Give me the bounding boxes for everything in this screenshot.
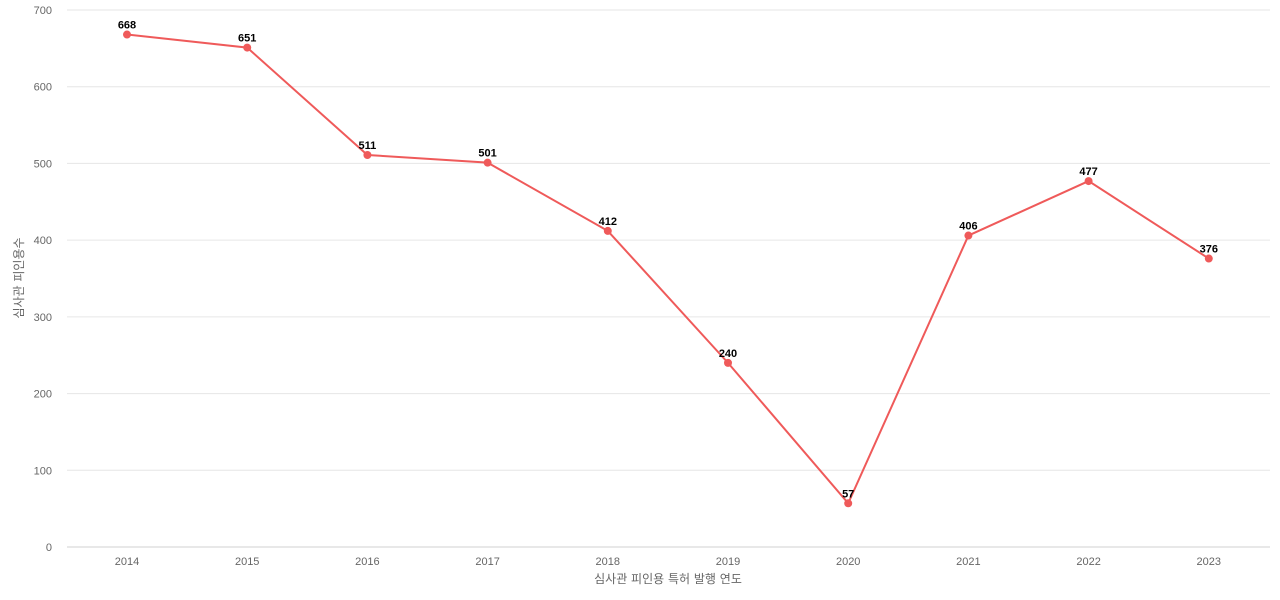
y-tick-label: 200	[34, 389, 52, 401]
y-tick-label: 600	[34, 82, 52, 94]
x-axis-ticks: 2014 2015 2016 2017 2018 2019 2020 2021 2022 2023	[115, 556, 1221, 568]
y-tick-label: 400	[34, 235, 52, 247]
x-tick-label: 2021	[956, 556, 980, 568]
data-point	[964, 231, 973, 240]
data-point	[1204, 254, 1213, 263]
x-tick-label: 2014	[115, 556, 139, 568]
data-point	[1084, 177, 1093, 186]
x-tick-label: 2023	[1197, 556, 1221, 568]
data-point	[844, 499, 853, 508]
data-point	[243, 43, 252, 52]
data-point	[483, 158, 492, 167]
data-label: 57	[842, 488, 854, 500]
y-axis-title: 심사관 피인용수	[12, 237, 26, 318]
x-tick-label: 2015	[235, 556, 259, 568]
y-tick-label: 100	[34, 465, 52, 477]
data-label: 501	[478, 148, 496, 160]
data-label: 376	[1200, 244, 1218, 256]
x-tick-label: 2019	[716, 556, 740, 568]
y-tick-label: 700	[34, 5, 52, 17]
data-point	[123, 30, 131, 39]
series-line	[126, 33, 1210, 506]
y-axis-ticks: 0 100 200 300 400 500 600 700	[34, 5, 52, 554]
data-label: 412	[599, 216, 617, 228]
x-tick-label: 2018	[596, 556, 620, 568]
series-group	[123, 30, 1213, 508]
x-tick-label: 2022	[1076, 556, 1100, 568]
gridlines	[67, 9, 1270, 548]
x-tick-label: 2016	[355, 556, 379, 568]
data-label: 668	[118, 20, 136, 32]
data-point	[724, 358, 732, 367]
x-axis-title: 심사관 피인용 특허 발행 연도	[594, 571, 742, 586]
data-label: 240	[719, 348, 737, 360]
data-label: 406	[959, 221, 977, 233]
data-label: 511	[359, 140, 377, 152]
x-tick-label: 2020	[836, 556, 860, 568]
data-point	[363, 150, 372, 159]
data-label: 651	[238, 33, 256, 45]
data-labels: 668 651 511 501 412 240 57 406 477 376	[118, 20, 1218, 501]
data-point	[603, 226, 612, 235]
x-tick-label: 2017	[475, 556, 499, 568]
y-tick-label: 0	[46, 542, 52, 554]
data-label: 477	[1079, 166, 1097, 178]
y-tick-label: 500	[34, 158, 52, 170]
y-tick-label: 300	[34, 312, 52, 324]
